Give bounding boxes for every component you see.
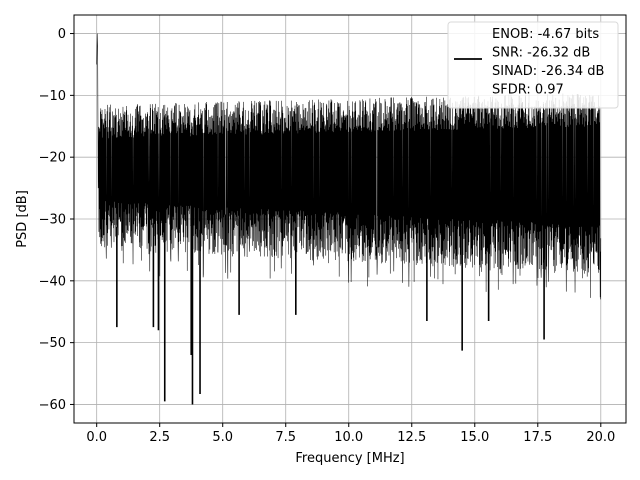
legend-box	[447, 21, 619, 109]
legend-entry-snr: SNR: -26.32 dB	[492, 46, 590, 61]
plot-area	[96, 33, 602, 405]
y-tick-label: −20	[39, 151, 66, 166]
psd-deep-dips	[116, 207, 545, 405]
x-axis-label: Frequency [MHz]	[295, 451, 404, 466]
y-tick-label: −60	[39, 398, 66, 413]
y-tick-label: −10	[39, 89, 66, 104]
y-axis-label: PSD [dB]	[15, 190, 30, 248]
x-tick-label: 0.0	[86, 430, 107, 445]
legend: ENOB: -4.67 bits SNR: -26.32 dB SINAD: -…	[447, 21, 619, 109]
x-tick-label: 20.0	[586, 430, 615, 445]
y-tick-label: −30	[39, 213, 66, 228]
y-axis-ticks: 0 −10 −20 −30 −40 −50 −60	[39, 27, 74, 413]
legend-entry-sinad: SINAD: -26.34 dB	[492, 64, 604, 79]
x-tick-label: 7.5	[275, 430, 296, 445]
legend-entry-sfdr: SFDR: 0.97	[492, 83, 564, 98]
x-tick-label: 2.5	[149, 430, 170, 445]
legend-entry-enob: ENOB: -4.67 bits	[492, 27, 599, 42]
x-tick-label: 15.0	[460, 430, 489, 445]
x-tick-label: 5.0	[212, 430, 233, 445]
x-axis-ticks: 0.0 2.5 5.0 7.5 10.0 12.5 15.0 17.5 20.0	[86, 423, 615, 445]
y-tick-label: −40	[39, 274, 66, 289]
y-tick-label: 0	[58, 27, 66, 42]
x-tick-label: 17.5	[523, 430, 552, 445]
psd-series-line	[96, 33, 602, 300]
x-tick-label: 12.5	[397, 430, 426, 445]
y-tick-label: −50	[39, 336, 66, 351]
x-tick-label: 10.0	[334, 430, 363, 445]
